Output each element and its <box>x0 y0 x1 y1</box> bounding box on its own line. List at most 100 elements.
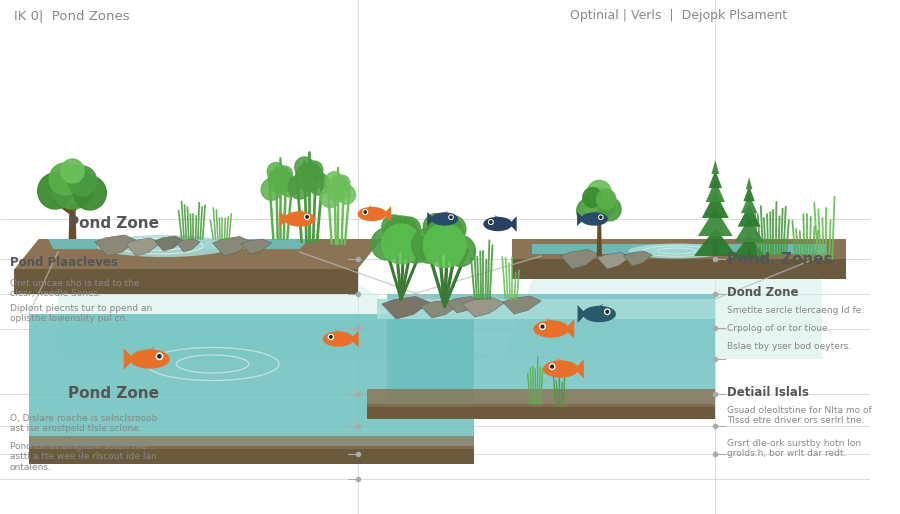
Circle shape <box>306 216 309 218</box>
Polygon shape <box>58 252 493 359</box>
Circle shape <box>363 210 367 214</box>
Circle shape <box>423 214 449 240</box>
Polygon shape <box>94 235 138 256</box>
Polygon shape <box>240 239 272 254</box>
Polygon shape <box>598 303 604 309</box>
Circle shape <box>551 365 554 368</box>
Polygon shape <box>49 239 310 249</box>
Polygon shape <box>383 206 391 222</box>
Polygon shape <box>420 300 459 318</box>
Polygon shape <box>746 177 752 189</box>
Circle shape <box>426 215 464 254</box>
Circle shape <box>598 215 603 219</box>
Polygon shape <box>382 297 430 319</box>
Polygon shape <box>713 241 718 256</box>
Circle shape <box>51 165 94 209</box>
Circle shape <box>397 217 420 241</box>
Circle shape <box>268 168 292 193</box>
Polygon shape <box>698 208 733 236</box>
Circle shape <box>490 221 492 223</box>
Polygon shape <box>298 209 303 215</box>
Circle shape <box>489 219 493 225</box>
Circle shape <box>577 198 601 224</box>
Polygon shape <box>494 215 500 220</box>
Ellipse shape <box>323 332 353 346</box>
Text: Optinial | Verls  |  Dejopk Plsament: Optinial | Verls | Dejopk Plsament <box>571 9 788 22</box>
Circle shape <box>440 216 466 242</box>
Circle shape <box>587 180 611 206</box>
Circle shape <box>326 172 342 189</box>
Polygon shape <box>711 160 719 174</box>
Circle shape <box>446 235 475 266</box>
Ellipse shape <box>284 212 314 226</box>
Polygon shape <box>126 238 160 256</box>
Polygon shape <box>14 239 382 269</box>
Polygon shape <box>624 251 652 266</box>
Polygon shape <box>148 346 155 354</box>
Polygon shape <box>577 212 584 226</box>
Ellipse shape <box>581 213 608 225</box>
Circle shape <box>371 228 402 260</box>
Polygon shape <box>377 299 716 319</box>
Circle shape <box>411 228 446 263</box>
Polygon shape <box>428 212 434 226</box>
Polygon shape <box>574 359 584 379</box>
Circle shape <box>402 235 429 263</box>
Polygon shape <box>593 211 598 215</box>
Text: Oret unicae sho is ted to the
clesr, needle Sones.: Oret unicae sho is ted to the clesr, nee… <box>10 279 140 299</box>
Polygon shape <box>731 235 767 259</box>
Circle shape <box>540 324 545 329</box>
Polygon shape <box>532 244 826 254</box>
Circle shape <box>328 335 333 339</box>
Circle shape <box>158 355 161 358</box>
Circle shape <box>288 175 311 199</box>
Circle shape <box>335 175 350 191</box>
Circle shape <box>267 162 284 180</box>
Polygon shape <box>546 318 553 324</box>
Text: Gsuad oleoltstine for Nlta mo of
Tlssd etre driver ors serlrl tne.: Gsuad oleoltstine for Nlta mo of Tlssd e… <box>727 406 871 426</box>
Polygon shape <box>177 238 200 252</box>
Polygon shape <box>29 446 473 464</box>
Text: Pend. Zones: Pend. Zones <box>727 252 832 267</box>
Polygon shape <box>734 218 764 242</box>
Ellipse shape <box>484 217 511 230</box>
Polygon shape <box>155 236 184 251</box>
Text: O, Dislare roache is selnclsrooob
ast ise arostpeld tlsle sclone.: O, Dislare roache is selnclsrooob ast is… <box>10 414 157 433</box>
Polygon shape <box>367 404 716 419</box>
Polygon shape <box>367 389 716 407</box>
Text: Dond Zone: Dond Zone <box>727 286 798 299</box>
Ellipse shape <box>130 350 169 368</box>
Circle shape <box>157 353 163 359</box>
Ellipse shape <box>583 306 616 321</box>
Polygon shape <box>368 205 373 210</box>
Polygon shape <box>14 269 357 294</box>
Circle shape <box>279 177 299 197</box>
Ellipse shape <box>544 361 578 377</box>
Circle shape <box>50 163 80 195</box>
Text: Crpolog of or tor tioue.: Crpolog of or tor tioue. <box>727 324 831 333</box>
Circle shape <box>296 163 323 191</box>
Circle shape <box>549 364 555 370</box>
Circle shape <box>605 309 610 315</box>
Polygon shape <box>556 358 562 364</box>
Polygon shape <box>212 236 251 256</box>
Polygon shape <box>694 228 736 256</box>
Circle shape <box>383 216 418 252</box>
Circle shape <box>449 215 453 219</box>
Text: Pond Zone: Pond Zone <box>68 386 158 401</box>
Circle shape <box>599 216 602 218</box>
Polygon shape <box>279 211 287 227</box>
Text: IK 0|  Pond Zones: IK 0| Pond Zones <box>14 9 130 22</box>
Polygon shape <box>502 256 822 359</box>
Circle shape <box>68 166 96 196</box>
Circle shape <box>305 161 323 179</box>
Polygon shape <box>578 305 586 323</box>
Circle shape <box>597 189 616 209</box>
Polygon shape <box>29 436 473 449</box>
Circle shape <box>61 159 84 183</box>
Circle shape <box>261 179 282 200</box>
Polygon shape <box>598 252 630 269</box>
Polygon shape <box>462 298 505 317</box>
Text: Smetlte sercle tlercaeng ld fe.: Smetlte sercle tlercaeng ld fe. <box>727 306 864 315</box>
Circle shape <box>309 173 329 195</box>
